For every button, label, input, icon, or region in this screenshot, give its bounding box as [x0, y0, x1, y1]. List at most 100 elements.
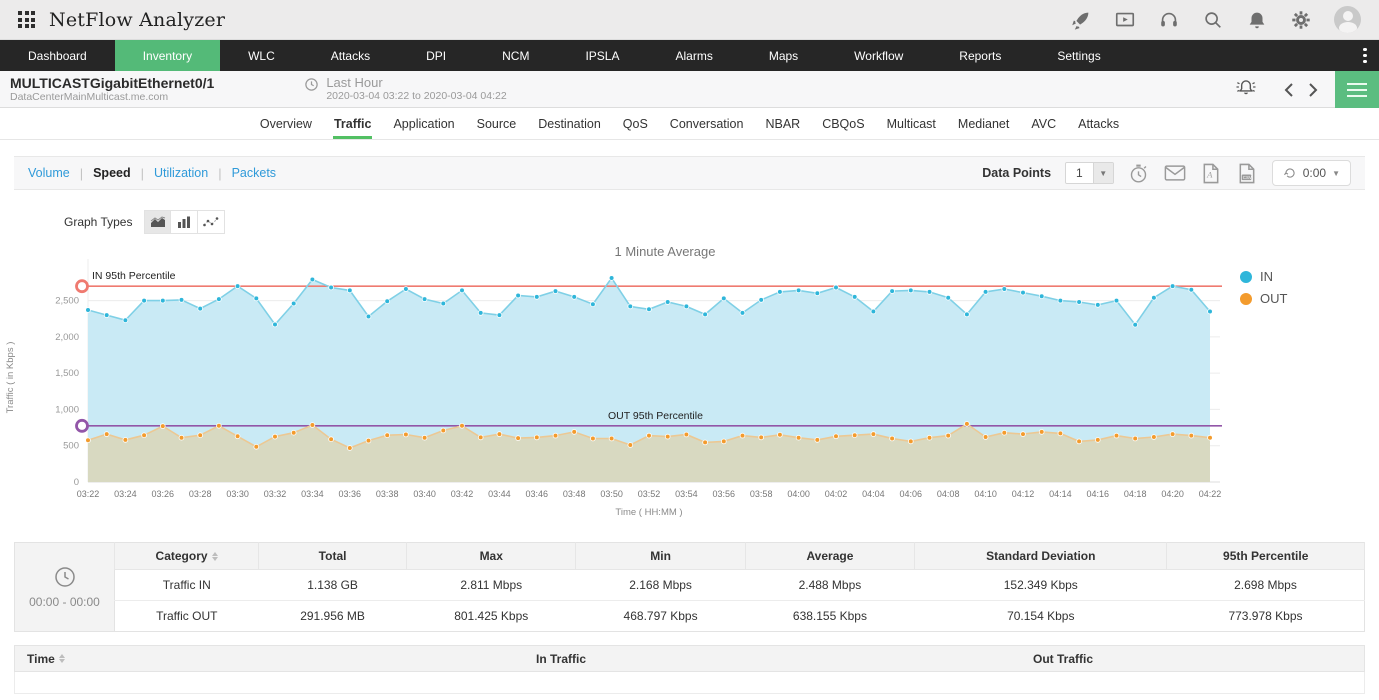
svg-text:03:30: 03:30	[226, 489, 249, 499]
graph-type-scatter-button[interactable]	[198, 210, 226, 234]
presentation-icon[interactable]	[1114, 9, 1136, 31]
column-header-out-traffic[interactable]: Out Traffic	[1032, 651, 1093, 666]
time-period[interactable]: Last Hour 2020-03-04 03:22 to 2020-03-04…	[304, 75, 507, 103]
app-title: NetFlow Analyzer	[49, 8, 226, 31]
column-header-average[interactable]: Average	[744, 542, 916, 570]
svg-text:03:48: 03:48	[563, 489, 586, 499]
svg-text:1,000: 1,000	[55, 404, 79, 415]
refresh-timer-select[interactable]: 0:00 ▼	[1271, 160, 1351, 186]
nav-overflow-icon[interactable]	[1357, 40, 1373, 71]
tab-nbar[interactable]: NBAR	[765, 117, 801, 131]
svg-text:03:36: 03:36	[339, 489, 362, 499]
nav-item-reports[interactable]: Reports	[959, 48, 1002, 63]
nav-item-attacks[interactable]: Attacks	[330, 48, 371, 63]
tab-attacks[interactable]: Attacks	[1078, 117, 1120, 131]
nav-item-workflow[interactable]: Workflow	[854, 48, 904, 63]
user-avatar[interactable]	[1334, 6, 1361, 33]
svg-text:04:20: 04:20	[1161, 489, 1184, 499]
tab-multicast[interactable]: Multicast	[886, 117, 936, 131]
column-header-category[interactable]: Category	[113, 542, 260, 570]
svg-text:03:56: 03:56	[713, 489, 736, 499]
rocket-icon[interactable]	[1070, 9, 1092, 31]
column-header-in-traffic[interactable]: In Traffic	[535, 651, 586, 666]
svg-text:04:16: 04:16	[1087, 489, 1110, 499]
nav-item-ncm[interactable]: NCM	[502, 48, 530, 63]
nav-item-dashboard[interactable]: Dashboard	[28, 48, 87, 63]
data-points-label: Data Points	[982, 166, 1052, 180]
separator: |	[218, 165, 222, 181]
table-cell: 801.425 Kbps	[406, 600, 576, 632]
pdf-icon[interactable]: A	[1200, 162, 1222, 184]
metric-tabs: Volume | Speed | Utilization | Packets	[28, 166, 276, 181]
nav-item-dpi[interactable]: DPI	[426, 48, 447, 63]
table-cell: 291.956 MB	[258, 600, 407, 632]
svg-text:03:44: 03:44	[488, 489, 511, 499]
graph-type-bar-button[interactable]	[171, 210, 199, 234]
table-row	[14, 672, 1365, 694]
nav-item-ipsla[interactable]: IPSLA	[585, 48, 620, 63]
svg-text:03:22: 03:22	[77, 489, 100, 499]
legend-item-out[interactable]: OUT	[1240, 291, 1287, 306]
nav-item-maps[interactable]: Maps	[768, 48, 799, 63]
svg-text:03:32: 03:32	[264, 489, 287, 499]
column-header-min[interactable]: Min	[575, 542, 746, 570]
svg-text:03:34: 03:34	[301, 489, 324, 499]
legend-item-in[interactable]: IN	[1240, 269, 1287, 284]
svg-text:04:18: 04:18	[1124, 489, 1147, 499]
bell-icon[interactable]	[1246, 9, 1268, 31]
chevron-down-icon: ▼	[1332, 168, 1340, 178]
column-header-95th-percentile[interactable]: 95th Percentile	[1166, 542, 1365, 570]
svg-text:Traffic ( in Kbps ): Traffic ( in Kbps )	[5, 342, 16, 414]
tab-source[interactable]: Source	[476, 117, 517, 131]
tab-qos[interactable]: QoS	[622, 117, 648, 131]
legend-dot	[1240, 270, 1252, 283]
graph-type-area-button[interactable]	[144, 210, 172, 234]
tab-traffic[interactable]: Traffic	[323, 110, 383, 139]
metric-tab-utilization[interactable]: Utilization	[154, 166, 209, 180]
nav-item-alarms[interactable]: Alarms	[675, 48, 713, 63]
report-tabs: Overview Traffic Application Source Destinat…	[0, 108, 1379, 140]
panel-menu-button[interactable]	[1335, 71, 1379, 108]
svg-text:1,500: 1,500	[55, 368, 79, 379]
tab-overview[interactable]: Overview	[259, 117, 312, 131]
table-cell: 2.698 Mbps	[1166, 569, 1365, 601]
tab-conversation[interactable]: Conversation	[669, 117, 744, 131]
email-icon[interactable]	[1164, 162, 1186, 184]
chevron-left-icon[interactable]	[1277, 78, 1301, 102]
tab-application[interactable]: Application	[393, 117, 455, 131]
svg-text:0: 0	[74, 477, 79, 488]
column-header-standard-deviation[interactable]: Standard Deviation	[914, 542, 1168, 570]
chart-canvas[interactable]: 0 500 1,000 1,500 2,000 2,500 IN 95th Percenti…	[0, 236, 1379, 536]
tab-medianet[interactable]: Medianet	[957, 117, 1010, 131]
metric-tab-packets[interactable]: Packets	[231, 166, 277, 180]
column-header-time[interactable]: Time	[15, 652, 360, 666]
clock-icon	[54, 567, 75, 587]
metric-toolbar: Volume | Speed | Utilization | Packets Data Po…	[14, 156, 1365, 190]
device-host: DataCenterMainMulticast.me.com	[10, 91, 169, 103]
table-cell: 1.138 GB	[258, 569, 407, 601]
svg-text:2,500: 2,500	[55, 296, 79, 307]
csv-icon[interactable]: CSV	[1236, 162, 1258, 184]
column-header-max[interactable]: Max	[406, 542, 577, 570]
scatter-chart-icon	[203, 217, 219, 227]
headset-icon[interactable]	[1158, 9, 1180, 31]
nav-item-wlc[interactable]: WLC	[248, 48, 275, 63]
column-header-total[interactable]: Total	[258, 542, 408, 570]
nav-item-settings[interactable]: Settings	[1057, 48, 1101, 63]
table-cell: Traffic IN	[114, 569, 259, 601]
tab-destination[interactable]: Destination	[538, 117, 601, 131]
schedule-icon[interactable]	[1128, 162, 1150, 184]
nav-item-inventory[interactable]: Inventory	[114, 40, 221, 71]
data-points-select[interactable]: 1 ▼	[1065, 162, 1114, 184]
svg-text:04:06: 04:06	[900, 489, 923, 499]
tab-avc[interactable]: AVC	[1031, 117, 1057, 131]
search-icon[interactable]	[1202, 9, 1224, 31]
metric-tab-speed[interactable]: Speed	[93, 166, 131, 180]
graph-types: Graph Types	[64, 210, 1379, 234]
app-grid-icon[interactable]	[18, 11, 35, 28]
gear-icon[interactable]	[1290, 9, 1312, 31]
alarm-bell-icon[interactable]	[1233, 76, 1259, 103]
tab-cbqos[interactable]: CBQoS	[822, 117, 865, 131]
metric-tab-volume[interactable]: Volume	[28, 166, 70, 180]
chevron-right-icon[interactable]	[1301, 78, 1325, 102]
